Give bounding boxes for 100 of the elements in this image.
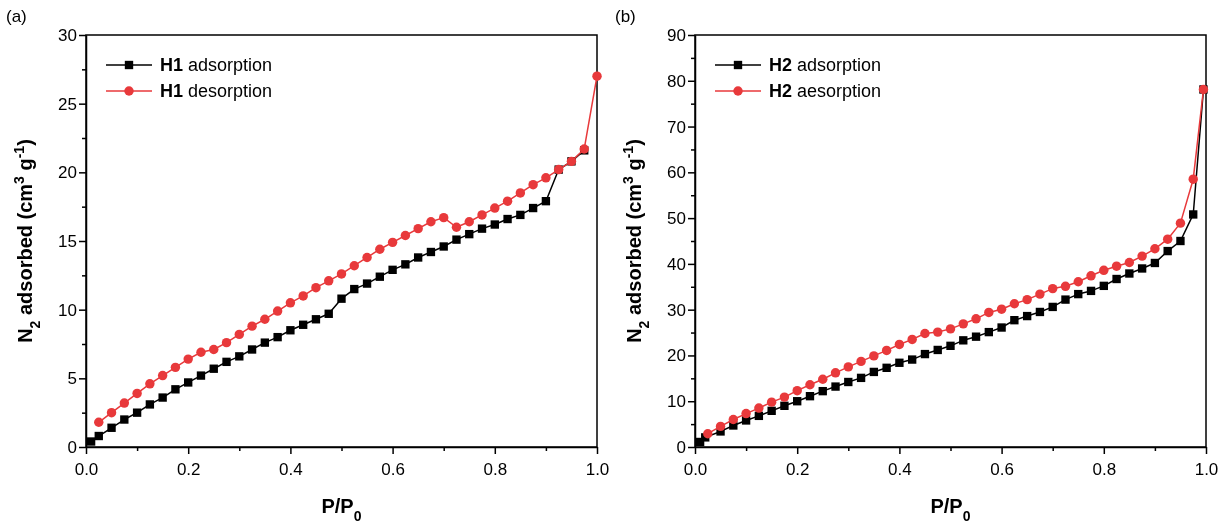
point	[132, 408, 142, 417]
point	[362, 252, 372, 263]
point	[1047, 283, 1058, 294]
x-tick-label: 0.6	[990, 459, 1014, 479]
y-tick-label: 20	[58, 163, 77, 183]
point	[285, 298, 296, 308]
legend-label: H2 aesorption	[769, 81, 882, 102]
y-tick-label: 70	[667, 117, 686, 137]
point	[528, 179, 538, 190]
point	[1022, 294, 1032, 305]
point	[209, 344, 219, 355]
point	[843, 362, 854, 372]
point	[984, 327, 994, 337]
point	[818, 374, 828, 384]
y-tick-label: 20	[667, 346, 686, 366]
point	[235, 352, 244, 361]
y-tick-label: 25	[58, 94, 77, 114]
point	[541, 196, 551, 206]
point	[324, 276, 334, 286]
chart-title: (a)	[6, 7, 27, 26]
point	[311, 315, 321, 324]
point	[1099, 265, 1109, 276]
point	[298, 320, 308, 329]
point	[592, 71, 602, 81]
point	[703, 429, 713, 439]
point	[413, 223, 423, 234]
x-tick-label: 1.0	[1194, 459, 1219, 479]
point	[196, 347, 206, 357]
point	[438, 212, 449, 223]
point	[120, 415, 129, 424]
point	[971, 332, 981, 341]
x-tick-label: 0.8	[483, 459, 508, 479]
point	[451, 222, 462, 232]
point	[515, 188, 526, 198]
point	[502, 196, 513, 206]
point	[426, 217, 436, 227]
point	[767, 406, 776, 416]
legend-label: H1 desorption	[160, 81, 273, 102]
point	[779, 392, 790, 402]
point	[831, 382, 840, 391]
point	[1137, 251, 1147, 261]
point	[400, 230, 411, 241]
point	[920, 349, 930, 359]
point	[1176, 236, 1185, 246]
point	[805, 380, 815, 390]
point	[336, 269, 347, 279]
point	[895, 358, 904, 367]
y-tick-label: 80	[667, 71, 686, 91]
point	[1035, 307, 1045, 317]
y-tick-label: 15	[58, 231, 77, 251]
y-tick-label: 10	[667, 392, 686, 412]
point	[477, 224, 487, 233]
point	[984, 307, 994, 318]
point	[1009, 299, 1020, 309]
point	[234, 329, 245, 340]
y-tick-label: 90	[667, 25, 686, 45]
point	[132, 388, 142, 399]
point	[273, 332, 282, 342]
point	[157, 370, 168, 381]
point	[1124, 257, 1135, 268]
point	[388, 265, 397, 275]
point	[1074, 289, 1083, 299]
point	[959, 336, 968, 345]
x-tick-label: 1.0	[585, 459, 610, 479]
y-tick-label: 30	[667, 300, 686, 320]
point	[946, 341, 955, 351]
point	[464, 217, 474, 227]
point	[222, 357, 231, 367]
x-tick-label: 0.4	[279, 459, 303, 479]
point	[793, 397, 802, 406]
point	[1060, 281, 1071, 292]
point	[490, 203, 500, 213]
point	[1137, 264, 1147, 273]
point	[1175, 218, 1186, 228]
point	[426, 247, 436, 257]
point	[971, 314, 981, 324]
point	[145, 379, 155, 389]
point	[170, 362, 181, 373]
x-tick-label: 0.0	[683, 459, 708, 479]
point	[1086, 271, 1096, 281]
point	[996, 304, 1007, 314]
point	[477, 210, 487, 220]
point	[86, 437, 96, 446]
point	[780, 401, 789, 410]
x-tick-label: 0.4	[888, 459, 912, 479]
point	[362, 279, 372, 288]
point	[894, 339, 905, 350]
point	[754, 403, 764, 413]
point	[1048, 302, 1057, 312]
legend-label: H2 adsorption	[769, 55, 882, 76]
point	[298, 291, 308, 301]
y-tick-label: 10	[58, 300, 77, 320]
point	[541, 173, 551, 183]
point	[1189, 210, 1198, 219]
point	[945, 324, 956, 334]
y-tick-label: 0	[67, 437, 77, 457]
point	[94, 431, 103, 441]
point	[413, 253, 423, 262]
point	[856, 373, 866, 383]
x-tick-label: 0.6	[381, 459, 405, 479]
